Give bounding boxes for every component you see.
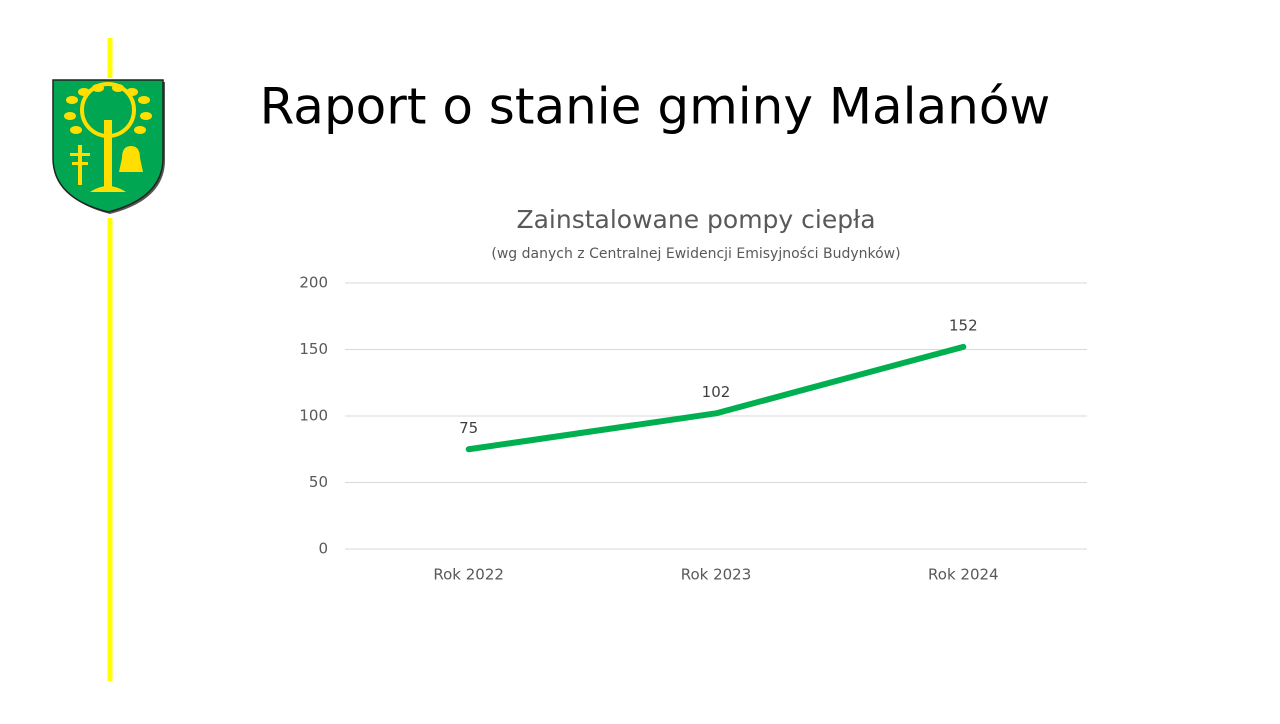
y-tick-label: 0	[318, 540, 328, 558]
y-tick-label: 200	[299, 274, 328, 292]
x-tick-label: Rok 2023	[681, 566, 752, 584]
slide-title: Raport o stanie gminy Malanów	[260, 78, 1051, 136]
x-tick-label: Rok 2022	[433, 566, 504, 584]
x-tick-label: Rok 2024	[928, 566, 999, 584]
data-label: 75	[459, 419, 478, 437]
y-tick-label: 150	[299, 340, 328, 358]
data-label: 102	[702, 383, 731, 401]
y-tick-label: 100	[299, 407, 328, 425]
coat-of-arms	[52, 79, 165, 214]
chart-subtitle: (wg danych z Centralnej Ewidencji Emisyj…	[491, 246, 900, 262]
y-tick-label: 50	[309, 473, 328, 491]
chart-title: Zainstalowane pompy ciepła	[516, 205, 875, 234]
data-label: 152	[949, 316, 978, 334]
plot-area: 0 50 100 150 200 Rok 2022 Rok 2023 Rok 2024 75 10…	[299, 274, 1087, 584]
data-line	[465, 343, 967, 453]
